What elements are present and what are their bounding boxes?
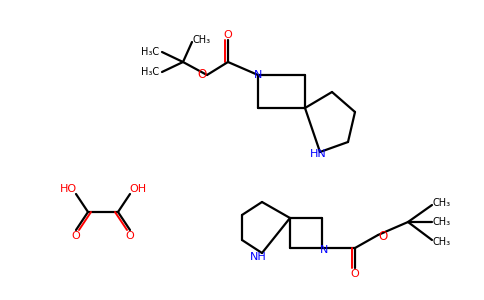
Text: NH: NH xyxy=(250,252,266,262)
Text: O: O xyxy=(126,231,135,241)
Text: CH₃: CH₃ xyxy=(433,217,451,227)
Text: O: O xyxy=(378,230,388,244)
Text: CH₃: CH₃ xyxy=(433,237,451,247)
Text: O: O xyxy=(350,269,360,279)
Text: HN: HN xyxy=(310,149,326,159)
Text: O: O xyxy=(224,30,232,40)
Text: O: O xyxy=(72,231,80,241)
Text: H₃C: H₃C xyxy=(141,67,159,77)
Text: N: N xyxy=(254,70,262,80)
Text: CH₃: CH₃ xyxy=(193,35,211,45)
Text: H₃C: H₃C xyxy=(141,47,159,57)
Text: OH: OH xyxy=(129,184,147,194)
Text: CH₃: CH₃ xyxy=(433,198,451,208)
Text: HO: HO xyxy=(60,184,76,194)
Text: N: N xyxy=(320,245,328,255)
Text: O: O xyxy=(197,68,207,82)
